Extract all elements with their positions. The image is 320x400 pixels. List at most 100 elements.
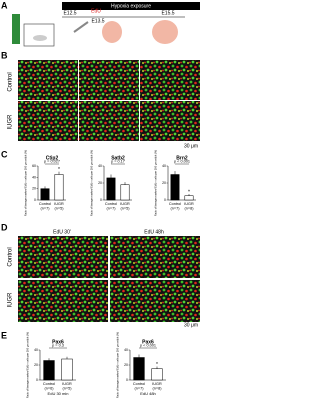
timepoint: E13.5 <box>91 18 104 24</box>
brain <box>152 20 178 44</box>
n-label: (n=7) <box>107 207 117 211</box>
bar <box>61 358 73 381</box>
n-label: (n=8) <box>185 207 195 211</box>
x-tick-label: IUGR <box>62 382 72 386</box>
timepoint: E15.5 <box>161 10 174 16</box>
micrograph <box>79 60 139 100</box>
n-label: (n=8) <box>153 387 163 391</box>
bar <box>106 177 116 201</box>
micrograph <box>79 101 139 141</box>
bar <box>43 360 55 381</box>
bar <box>40 188 50 201</box>
x-axis-label: EdU 30 min <box>48 391 69 396</box>
p-value: p < 0.001 <box>174 160 190 164</box>
hypoxia-label: Hypoxia exposure <box>111 3 151 9</box>
y-tick-label: 40 <box>124 348 128 352</box>
y-tick-label: 20 <box>162 181 166 185</box>
chart-title: Satb2 <box>111 155 125 161</box>
significance: * <box>58 167 60 173</box>
micrograph <box>18 236 108 278</box>
scale-label: 30 μm <box>184 322 198 328</box>
y-axis-label: Ratio of lineage marker/ EdU+ cells per … <box>24 150 28 216</box>
n-label: (n=7) <box>135 387 145 391</box>
figure: A Hypoxia exposure E12.5 E13.5 E15.5 EdU… <box>1 0 200 398</box>
y-tick-label: 20 <box>124 363 128 367</box>
column-label: EdU 48h <box>144 229 164 235</box>
timepoint: E12.5 <box>63 10 76 16</box>
micrograph <box>18 60 78 100</box>
p-value: p = 0.3 <box>52 344 64 348</box>
chart-title: Pax6 <box>142 339 154 345</box>
panel-label: D <box>1 222 8 232</box>
y-tick-label: 0 <box>36 378 38 382</box>
bar <box>151 368 163 381</box>
x-tick-label: IUGR <box>120 202 130 206</box>
chart-title: Ctip2 <box>46 155 59 161</box>
significance: * <box>156 362 158 368</box>
x-tick-label: Control <box>105 202 117 206</box>
panel-label: C <box>1 149 8 159</box>
bar <box>184 195 194 201</box>
chart-title: Brn2 <box>176 155 188 161</box>
bar <box>120 184 130 201</box>
panel-label: E <box>1 330 7 340</box>
significance: * <box>188 189 190 195</box>
chamber <box>23 23 55 47</box>
scale-label: 30 μm <box>184 143 198 149</box>
chart-title: Pax6 <box>52 339 64 345</box>
x-tick-label: Control <box>133 382 145 386</box>
y-tick-label: 0 <box>100 198 102 202</box>
p-value: p = 0.027 <box>44 160 60 164</box>
y-tick-label: 0 <box>164 198 166 202</box>
micrograph <box>110 236 200 278</box>
panel-label: A <box>1 0 8 10</box>
n-label: (n=5) <box>121 207 131 211</box>
column-label: EdU 30' <box>53 229 71 235</box>
mouse <box>33 35 47 41</box>
row-label: IUGR <box>8 114 14 130</box>
x-tick-label: Control <box>43 382 55 386</box>
x-tick-label: Control <box>39 202 51 206</box>
x-tick-label: IUGR <box>152 382 162 386</box>
y-tick-label: 40 <box>34 348 38 352</box>
panel-label: B <box>1 50 8 60</box>
y-axis-label: Ratio of lineage marker/ EdU+ cells per … <box>26 332 30 398</box>
x-tick-label: IUGR <box>184 202 194 206</box>
y-tick-label: 0 <box>34 198 36 202</box>
micrograph <box>18 101 78 141</box>
n-label: (n=5) <box>55 207 65 211</box>
x-tick-label: IUGR <box>54 202 64 206</box>
y-tick-label: 40 <box>32 175 36 179</box>
bar <box>54 174 64 201</box>
bar <box>170 174 180 201</box>
y-axis-label: Ratio of lineage marker/ EdU+ cells per … <box>154 150 158 216</box>
n-label: (n=6) <box>45 387 55 391</box>
n-label: (n=5) <box>63 387 73 391</box>
hypoxia-bar <box>62 2 200 10</box>
y-tick-label: 0 <box>126 378 128 382</box>
y-tick-label: 20 <box>32 187 36 191</box>
micrograph <box>18 280 108 322</box>
gas-tank <box>12 14 20 44</box>
p-value: p = 0.17 <box>111 160 125 164</box>
x-tick-label: Control <box>169 202 181 206</box>
y-tick-label: 40 <box>162 164 166 168</box>
y-tick-label: 20 <box>34 363 38 367</box>
y-tick-label: 60 <box>32 164 36 168</box>
micrograph <box>140 101 200 141</box>
syringe <box>73 21 89 33</box>
y-axis-label: Ratio of lineage marker/ EdU+ cells per … <box>90 150 94 216</box>
n-label: (n=7) <box>171 207 181 211</box>
row-label: IUGR <box>8 292 14 308</box>
row-label: Control <box>8 72 14 91</box>
micrograph <box>140 60 200 100</box>
n-label: (n=7) <box>41 207 51 211</box>
y-axis-label: Ratio of lineage marker/ EdU+ cells per … <box>116 332 120 398</box>
micrograph <box>110 280 200 322</box>
edu-label: EdU <box>91 8 101 14</box>
p-value: p < 0.001 <box>140 344 156 348</box>
x-axis-label: EdU 48h <box>140 391 156 396</box>
embryo <box>102 21 122 43</box>
row-label: Control <box>8 247 14 266</box>
